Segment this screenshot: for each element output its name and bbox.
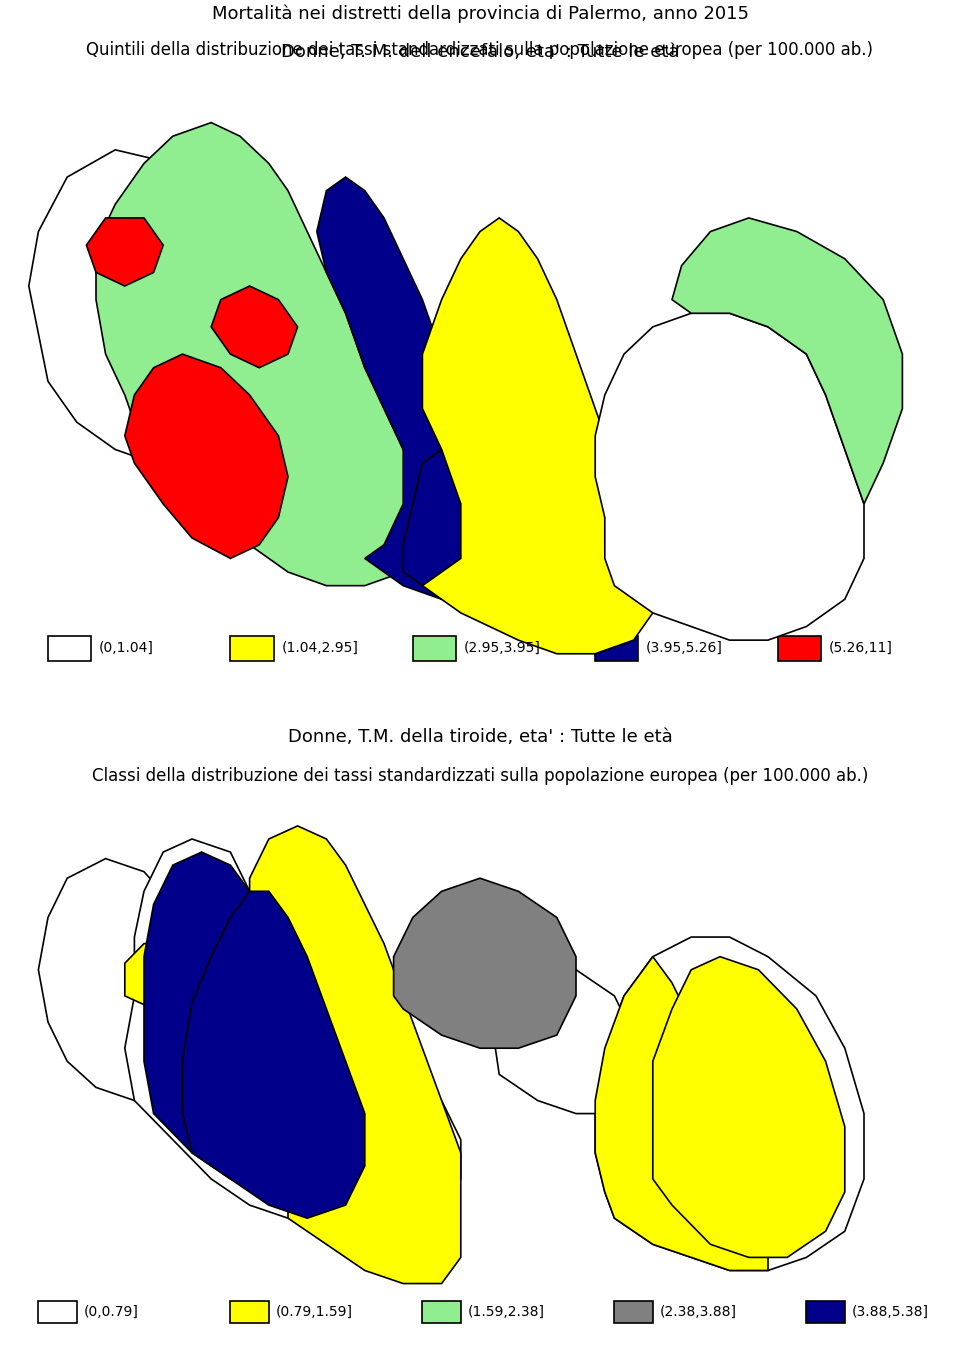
Text: Donne, T.M. della tiroide, eta' : Tutte le età: Donne, T.M. della tiroide, eta' : Tutte … <box>288 727 672 746</box>
Polygon shape <box>595 937 864 1271</box>
Text: (1.59,2.38]: (1.59,2.38] <box>468 1305 544 1318</box>
FancyBboxPatch shape <box>778 636 821 661</box>
FancyBboxPatch shape <box>38 1301 77 1323</box>
Text: (3.95,5.26]: (3.95,5.26] <box>646 642 723 655</box>
Polygon shape <box>403 449 518 613</box>
FancyBboxPatch shape <box>413 636 456 661</box>
Polygon shape <box>144 853 326 1192</box>
Polygon shape <box>250 825 461 1283</box>
Polygon shape <box>125 944 192 1009</box>
Polygon shape <box>653 956 845 1257</box>
Text: Donne, T. M. dell encefalo, eta' : Tutte le età: Donne, T. M. dell encefalo, eta' : Tutte… <box>280 44 680 61</box>
FancyBboxPatch shape <box>422 1301 461 1323</box>
Polygon shape <box>96 123 422 586</box>
FancyBboxPatch shape <box>806 1301 845 1323</box>
FancyBboxPatch shape <box>614 1301 653 1323</box>
Polygon shape <box>38 858 192 1100</box>
Polygon shape <box>125 354 288 558</box>
Polygon shape <box>125 839 346 1218</box>
FancyBboxPatch shape <box>595 636 638 661</box>
Text: (1.04,2.95]: (1.04,2.95] <box>281 642 358 655</box>
FancyBboxPatch shape <box>230 636 274 661</box>
Polygon shape <box>595 313 864 640</box>
Text: (3.88,5.38]: (3.88,5.38] <box>852 1305 928 1318</box>
Polygon shape <box>422 218 653 654</box>
Text: (0,1.04]: (0,1.04] <box>99 642 154 655</box>
Polygon shape <box>182 891 365 1218</box>
Polygon shape <box>490 956 634 1114</box>
Text: (2.95,3.95]: (2.95,3.95] <box>464 642 540 655</box>
Polygon shape <box>394 878 576 1049</box>
FancyBboxPatch shape <box>48 636 91 661</box>
Polygon shape <box>86 218 163 286</box>
Polygon shape <box>336 1075 461 1192</box>
Text: Classi della distribuzione dei tassi standardizzati sulla popolazione europea (p: Classi della distribuzione dei tassi sta… <box>92 767 868 785</box>
Text: Mortalità nei distretti della provincia di Palermo, anno 2015: Mortalità nei distretti della provincia … <box>211 5 749 23</box>
Polygon shape <box>672 218 902 504</box>
Text: (5.26,11]: (5.26,11] <box>828 642 893 655</box>
Text: (0.79,1.59]: (0.79,1.59] <box>276 1305 352 1318</box>
Polygon shape <box>317 177 499 599</box>
FancyBboxPatch shape <box>230 1301 269 1323</box>
Text: (0,0.79]: (0,0.79] <box>84 1305 138 1318</box>
Text: Quintili della distribuzione dei tassi standardizzati sulla popolazione europea : Quintili della distribuzione dei tassi s… <box>86 41 874 59</box>
Polygon shape <box>595 956 768 1271</box>
Text: (2.38,3.88]: (2.38,3.88] <box>660 1305 736 1318</box>
Polygon shape <box>29 150 259 463</box>
Polygon shape <box>211 286 298 368</box>
